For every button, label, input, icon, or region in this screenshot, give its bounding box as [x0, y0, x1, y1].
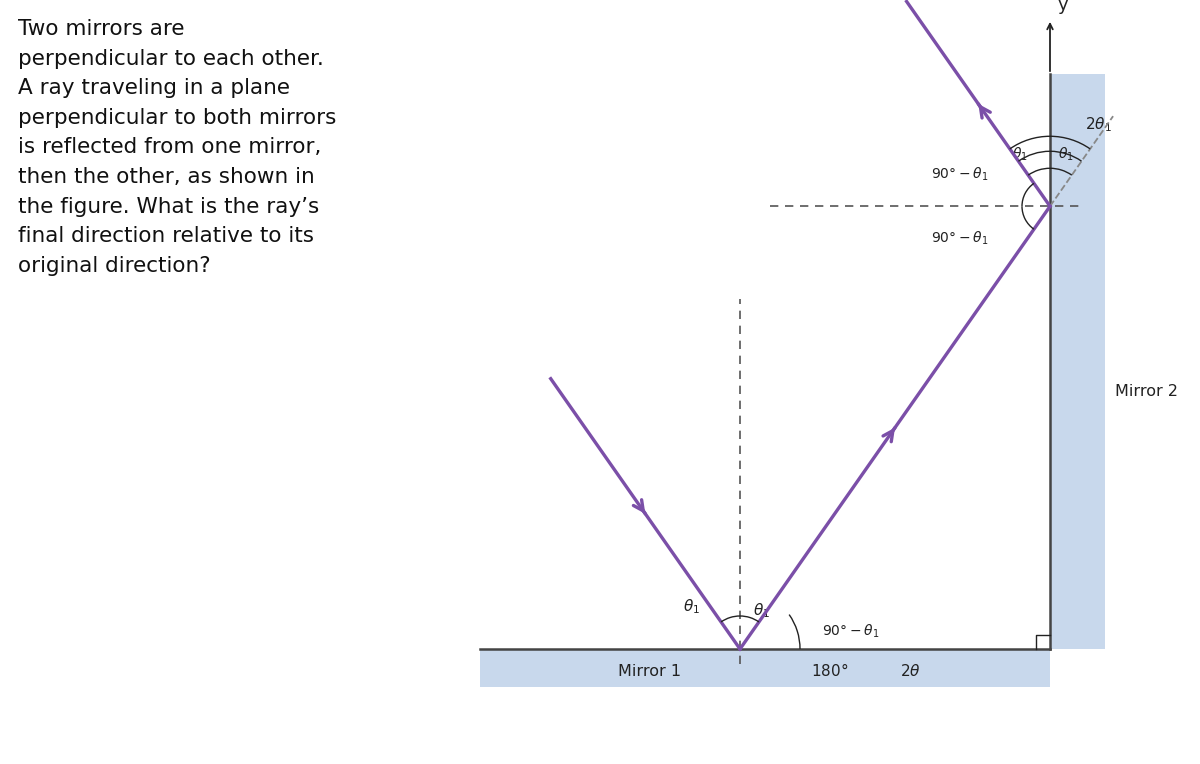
Text: $90° - \theta_1$: $90° - \theta_1$: [822, 623, 880, 639]
Text: $2\theta$: $2\theta$: [900, 663, 920, 679]
Text: $\theta_1$: $\theta_1$: [1013, 146, 1028, 163]
Text: y: y: [1058, 0, 1069, 14]
Text: $90° - \theta_1$: $90° - \theta_1$: [931, 166, 988, 183]
Text: $\theta_1$: $\theta_1$: [1058, 146, 1074, 163]
Bar: [1050, 74, 1105, 649]
Text: $2\theta_1$: $2\theta_1$: [1085, 115, 1111, 134]
Text: $\theta_1$: $\theta_1$: [754, 602, 770, 620]
Bar: [480, 649, 1050, 687]
Text: $\theta_1$: $\theta_1$: [684, 597, 701, 617]
Text: Mirror 1: Mirror 1: [618, 663, 682, 678]
Text: $90° - \theta_1$: $90° - \theta_1$: [931, 229, 988, 247]
Text: Mirror 2: Mirror 2: [1115, 384, 1178, 399]
Text: $180°$: $180°$: [811, 662, 848, 679]
Text: Two mirrors are
perpendicular to each other.
A ray traveling in a plane
perpendi: Two mirrors are perpendicular to each ot…: [18, 19, 336, 276]
